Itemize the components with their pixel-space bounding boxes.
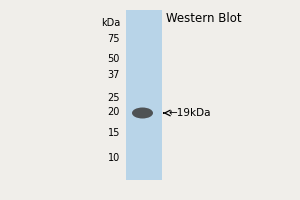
- Ellipse shape: [132, 107, 153, 118]
- Text: 37: 37: [108, 70, 120, 80]
- Text: 50: 50: [108, 54, 120, 64]
- Text: 10: 10: [108, 153, 120, 163]
- Text: Western Blot: Western Blot: [166, 12, 242, 25]
- Text: 15: 15: [108, 128, 120, 138]
- Bar: [126, 10, 162, 180]
- Text: kDa: kDa: [101, 18, 120, 28]
- Text: 20: 20: [108, 107, 120, 117]
- Text: 75: 75: [107, 34, 120, 44]
- Text: 25: 25: [107, 93, 120, 103]
- Text: ←19kDa: ←19kDa: [168, 108, 211, 118]
